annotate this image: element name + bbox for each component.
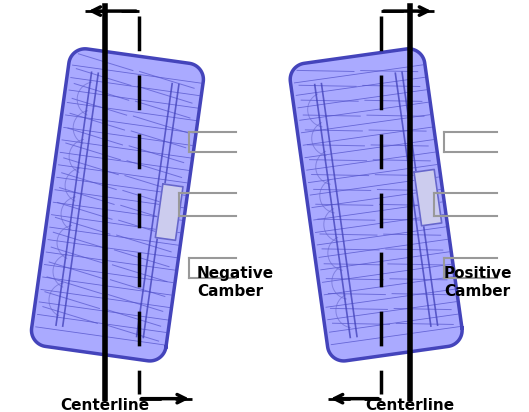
Polygon shape (290, 49, 462, 361)
Polygon shape (156, 184, 183, 240)
Text: Centerline: Centerline (366, 398, 454, 412)
Text: Positive
Camber: Positive Camber (444, 266, 513, 299)
Text: Centerline: Centerline (60, 398, 149, 412)
Polygon shape (32, 49, 204, 361)
Text: Negative
Camber: Negative Camber (197, 266, 274, 299)
Polygon shape (414, 169, 442, 226)
